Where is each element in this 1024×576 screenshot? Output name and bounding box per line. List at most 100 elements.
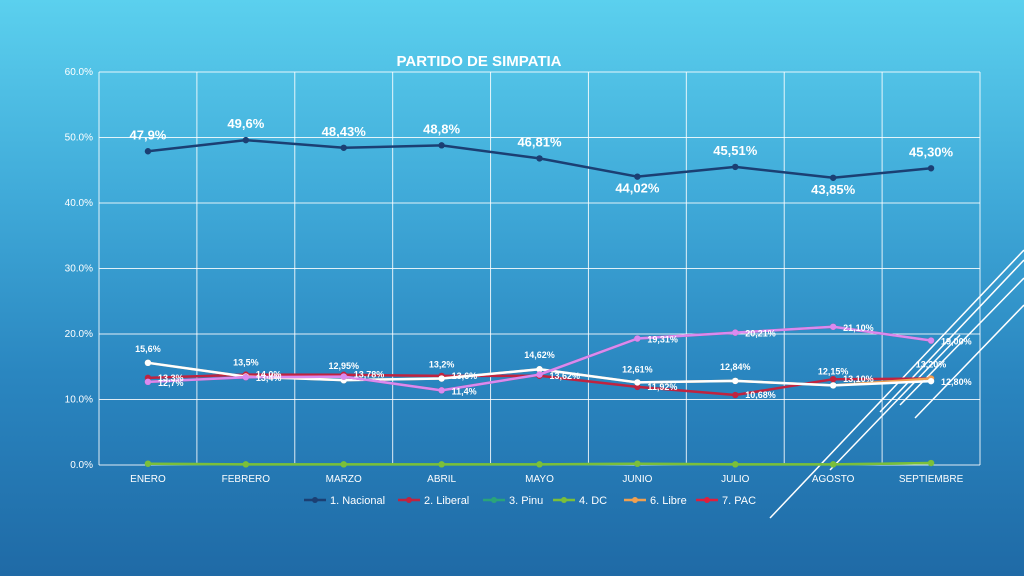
data-point	[242, 136, 250, 144]
data-point	[242, 374, 250, 381]
data-label: 45,51%	[713, 143, 758, 158]
data-point	[634, 335, 641, 342]
data-label: 44,02%	[615, 181, 660, 196]
series-1-nacional	[144, 136, 935, 181]
data-point	[144, 148, 152, 155]
data-point	[732, 163, 739, 171]
legend-item-4-dc: 4. DC	[553, 495, 607, 507]
data-label: 11,92%	[647, 382, 677, 392]
data-point	[536, 461, 543, 468]
data-label: 14,62%	[524, 350, 555, 360]
data-label: 13,6%	[452, 371, 478, 381]
data-point	[829, 382, 837, 389]
legend-swatch-marker	[491, 497, 497, 503]
data-label: 13,2%	[429, 360, 455, 370]
x-tick-label: SEPTIEMBRE	[899, 474, 964, 485]
data-label: 13,5%	[233, 358, 259, 368]
y-tick-label: 50.0%	[65, 133, 93, 144]
data-point	[340, 373, 347, 380]
data-labels: 47,9% 49,6% 48,43% 48,8% 46,81% 44,02% 45,51% 4…	[130, 116, 972, 400]
data-label: 12,7%	[158, 378, 184, 388]
data-label: 47,9%	[130, 127, 167, 142]
data-point	[340, 144, 347, 151]
x-axis: ENERO FEBRERO MARZO ABRIL MAYO JUNIO JULIO AGOS…	[130, 474, 963, 485]
data-label: 13,4%	[256, 373, 282, 383]
series-4-dc	[144, 459, 935, 468]
y-tick-label: 0.0%	[70, 460, 93, 471]
y-tick-label: 30.0%	[65, 264, 93, 275]
data-label: 12,95%	[328, 361, 359, 371]
legend-label: 1. Nacional	[330, 495, 385, 507]
legend-swatch-marker	[561, 497, 567, 503]
legend-item-7-pac: 7. PAC	[696, 495, 756, 507]
data-label: 13,20%	[916, 360, 947, 370]
data-label: 12,84%	[720, 362, 751, 372]
legend-swatch-marker	[704, 497, 710, 503]
data-point	[634, 379, 641, 386]
data-label: 43,85%	[811, 182, 856, 197]
data-point	[438, 387, 445, 394]
data-label: 15,6%	[135, 344, 161, 354]
data-point	[732, 377, 739, 385]
data-label: 12,15%	[818, 366, 849, 376]
data-label: 48,43%	[322, 124, 367, 139]
data-label: 49,6%	[227, 116, 264, 131]
data-point	[927, 337, 935, 344]
legend-swatch-marker	[406, 497, 412, 503]
data-label: 19,00%	[941, 337, 972, 347]
data-point	[438, 461, 445, 468]
data-point	[829, 174, 837, 181]
data-label: 13,78%	[354, 370, 385, 380]
data-point	[438, 375, 445, 382]
data-point	[438, 142, 445, 149]
x-tick-label: MAYO	[525, 474, 554, 485]
data-point	[927, 165, 935, 172]
data-point	[340, 461, 347, 468]
y-tick-label: 20.0%	[65, 329, 93, 340]
data-label: 19,31%	[647, 335, 678, 345]
data-point	[536, 371, 543, 378]
data-point	[536, 155, 543, 162]
y-tick-label: 40.0%	[65, 198, 93, 209]
data-point	[144, 460, 152, 467]
legend-label: 3. Pinu	[509, 495, 543, 507]
data-label: 13,3%	[158, 373, 184, 383]
data-label: 12,61%	[622, 364, 653, 374]
data-point	[927, 459, 935, 467]
data-label: 13,10%	[843, 374, 874, 384]
legend: 1. Nacional 2. Liberal 3. Pinu 4. DC 6. Libr…	[304, 495, 756, 507]
legend-label: 4. DC	[579, 495, 607, 507]
legend-label: 6. Libre	[650, 495, 687, 507]
data-label: 48,8%	[423, 121, 460, 136]
x-tick-label: JUNIO	[622, 474, 652, 485]
x-tick-label: AGOSTO	[812, 474, 855, 485]
legend-item-6-libre: 6. Libre	[624, 495, 687, 507]
x-tick-label: FEBRERO	[222, 474, 271, 485]
data-point	[144, 359, 152, 367]
x-tick-label: ENERO	[130, 474, 166, 485]
data-point	[634, 460, 641, 467]
legend-swatch-marker	[312, 497, 318, 503]
data-point	[927, 377, 935, 385]
data-point	[634, 173, 641, 180]
data-label: 14,0%	[256, 370, 282, 380]
data-point	[829, 461, 837, 468]
legend-label: 7. PAC	[722, 495, 756, 507]
data-point	[144, 378, 152, 386]
data-point	[732, 329, 739, 336]
x-tick-label: ABRIL	[427, 474, 456, 485]
legend-label: 2. Liberal	[424, 495, 469, 507]
data-point	[536, 366, 543, 373]
legend-item-2-liberal: 2. Liberal	[398, 495, 469, 507]
data-label: 20,21%	[745, 329, 776, 339]
y-tick-label: 60.0%	[65, 67, 93, 78]
data-point	[242, 461, 250, 468]
x-tick-label: MARZO	[326, 474, 362, 485]
series-extra-7	[144, 323, 935, 394]
y-axis: 0.0% 10.0% 20.0% 30.0% 40.0% 50.0% 60.0%	[65, 67, 93, 471]
data-point	[634, 383, 641, 391]
chart-title: PARTIDO DE SIMPATIA	[397, 53, 562, 70]
x-tick-label: JULIO	[721, 474, 750, 485]
data-label: 45,30%	[909, 144, 954, 159]
